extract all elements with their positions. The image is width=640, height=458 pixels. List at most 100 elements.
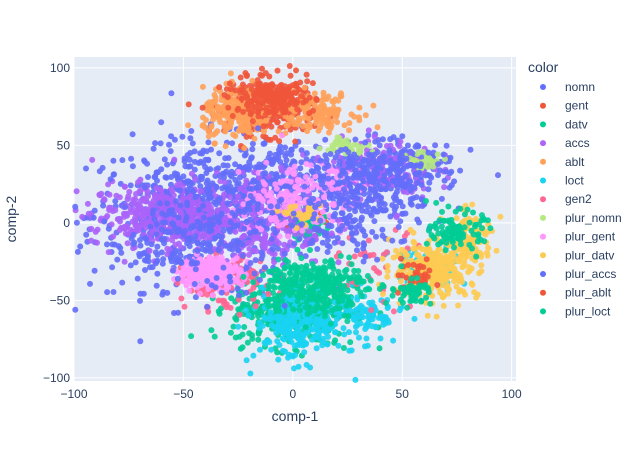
point-plur_datv [287,204,294,211]
point-loct [285,312,292,318]
point-loct [301,331,308,338]
point-plur_accs [281,250,288,257]
point-nomn [168,90,175,97]
point-plur_accs [269,209,276,216]
point-plur_gent [282,219,289,226]
point-nomn [232,161,239,168]
point-plur_accs [273,172,280,179]
point-nomn [87,280,93,287]
scatter-points [72,63,504,383]
point-nomn [99,164,106,171]
point-plur_accs [213,184,220,191]
point-accs [237,185,244,192]
point-ablt [209,107,216,114]
point-nomn [184,152,191,159]
point-nomn [319,239,326,246]
point-plur_accs [128,235,135,242]
point-loct [311,325,318,332]
point-plur_datv [401,249,408,256]
point-plur_accs [187,163,194,170]
point-accs [140,197,147,204]
point-plur_accs [174,256,181,263]
point-loct [313,345,320,352]
point-accs [133,201,140,208]
point-loct [291,365,297,372]
point-loct [372,323,379,330]
point-datv [246,330,253,337]
point-accs [153,185,160,192]
point-accs [235,193,242,200]
point-accs [387,142,394,149]
point-loct [369,299,376,306]
point-ablt [199,122,206,129]
point-nomn [118,249,125,256]
point-loct [333,316,340,323]
point-accs [328,230,335,237]
point-plur_accs [191,281,198,287]
point-plur_accs [303,150,310,157]
point-nomn [91,267,98,274]
point-accs [441,184,448,191]
point-ablt [326,129,332,136]
point-loct [364,342,371,349]
point-ablt [325,93,332,100]
point-plur_gent [212,266,219,273]
point-loct [261,314,268,321]
point-loct [235,323,242,330]
point-accs [217,178,224,185]
point-ablt [374,124,381,131]
point-loct [247,370,254,377]
point-nomn [371,218,378,225]
point-gent [272,134,279,141]
point-plur_accs [191,223,198,230]
point-nomn [119,279,126,286]
point-plur_datv [414,251,420,258]
point-ablt [285,121,292,128]
point-loct [396,307,403,314]
point-nomn [187,135,194,142]
point-plur_gent [227,265,234,272]
point-accs [248,240,255,247]
point-loct [287,333,294,340]
point-ablt [341,122,348,129]
point-plur_datv [484,252,491,259]
point-plur_datv [407,226,414,233]
point-plur_datv [416,256,423,263]
point-plur_accs [262,170,269,177]
point-plur_gent [235,279,242,286]
point-plur_gent [307,162,314,169]
point-ablt [316,114,323,121]
point-accs [145,193,151,200]
point-nomn [457,167,464,174]
point-plur_accs [435,161,441,168]
point-accs [278,167,285,174]
point-plur_accs [437,167,443,174]
point-plur_datv [465,269,472,276]
point-nomn [266,150,273,157]
point-plur_accs [213,275,220,281]
point-plur_gent [329,168,336,175]
point-ablt [332,112,339,119]
point-plur_accs [130,241,137,248]
point-plur_accs [110,289,117,295]
point-gent [274,67,281,74]
point-nomn [229,140,236,147]
point-plur_gent [281,203,288,210]
point-plur_nomn [334,134,341,141]
point-plur_accs [275,245,281,252]
point-plur_datv [471,289,478,296]
point-ablt [346,127,352,134]
point-nomn [203,170,210,176]
point-loct [291,312,298,319]
point-accs [393,214,400,220]
point-gen2 [265,291,272,297]
point-plur_datv [397,278,404,285]
point-plur_nomn [420,148,427,155]
point-loct [352,376,359,383]
point-nomn [111,171,117,178]
point-plur_accs [159,260,166,267]
point-nomn [152,140,159,147]
point-plur_datv [410,238,417,245]
point-plur_gent [225,284,232,291]
point-accs [121,258,128,265]
